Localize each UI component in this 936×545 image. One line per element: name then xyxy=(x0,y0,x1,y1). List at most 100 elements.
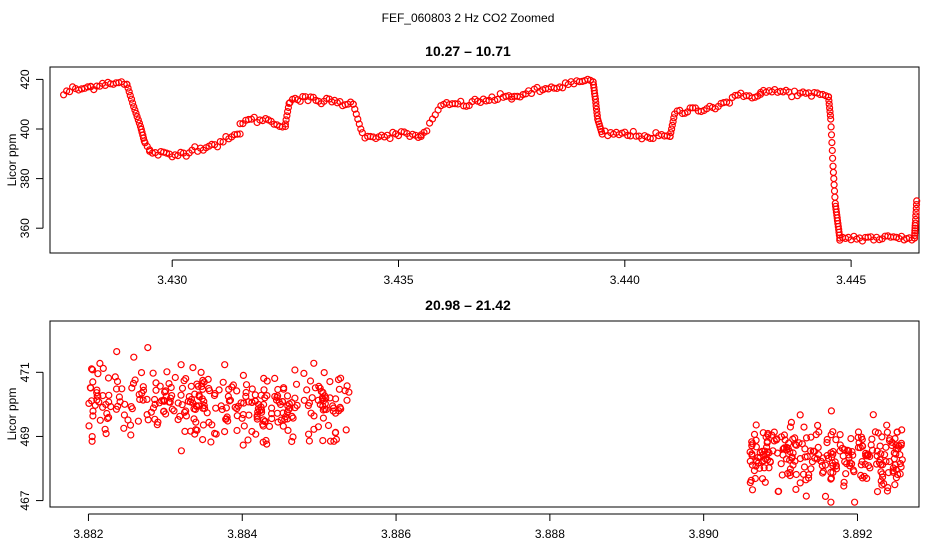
data-point xyxy=(804,474,813,482)
data-point xyxy=(810,447,819,456)
data-point xyxy=(763,439,771,447)
data-point xyxy=(823,439,831,447)
data-point xyxy=(311,384,319,392)
data-point xyxy=(319,437,327,445)
data-point xyxy=(828,154,837,162)
data-point xyxy=(208,140,216,148)
data-point xyxy=(319,414,327,422)
data-point xyxy=(725,99,734,107)
data-point xyxy=(154,418,162,426)
data-point xyxy=(898,456,906,464)
data-point xyxy=(760,464,768,472)
data-point xyxy=(261,394,269,402)
data-point xyxy=(181,408,189,416)
data-point xyxy=(332,395,340,403)
data-point xyxy=(869,411,877,419)
data-point xyxy=(864,233,872,241)
data-point xyxy=(310,359,318,367)
data-point xyxy=(281,120,289,128)
data-point xyxy=(207,438,215,446)
data-point xyxy=(825,104,834,112)
data-point xyxy=(111,373,119,381)
data-point xyxy=(271,374,279,382)
data-point xyxy=(880,451,889,459)
data-point xyxy=(258,408,266,416)
data-point xyxy=(912,212,920,220)
data-point xyxy=(279,422,287,430)
data-point xyxy=(894,442,903,450)
data-point xyxy=(242,388,250,397)
data-point xyxy=(423,127,431,135)
data-point xyxy=(127,95,136,103)
data-point xyxy=(284,103,292,112)
data-point xyxy=(259,438,267,446)
data-point xyxy=(910,232,919,240)
data-point xyxy=(93,82,101,90)
data-point xyxy=(753,457,761,465)
data-point xyxy=(135,119,143,127)
data-point xyxy=(259,416,267,424)
data-point xyxy=(828,139,836,147)
data-point xyxy=(89,407,97,415)
data-point xyxy=(129,379,138,387)
data-point xyxy=(168,392,176,400)
data-point xyxy=(182,412,190,420)
data-point xyxy=(144,344,152,352)
data-point xyxy=(303,386,311,394)
data-point xyxy=(215,386,223,394)
data-point xyxy=(842,470,850,478)
data-point xyxy=(78,85,86,93)
x-tick-label: 3.886 xyxy=(381,527,411,540)
data-point xyxy=(836,431,844,439)
data-point xyxy=(265,422,274,430)
data-point xyxy=(88,366,97,374)
data-point xyxy=(871,428,880,436)
data-point xyxy=(177,447,185,455)
data-point xyxy=(332,428,340,436)
data-point xyxy=(882,443,890,451)
data-point xyxy=(168,405,176,413)
data-point xyxy=(787,418,796,426)
data-point xyxy=(272,396,281,404)
data-point xyxy=(189,364,197,372)
data-point xyxy=(141,139,149,147)
data-point xyxy=(774,487,782,496)
data-point xyxy=(827,115,835,123)
data-point xyxy=(913,197,921,205)
data-point xyxy=(649,134,657,143)
data-point xyxy=(892,474,901,482)
data-point xyxy=(332,435,340,443)
data-point xyxy=(892,450,900,458)
data-point xyxy=(896,460,904,468)
data-point xyxy=(556,83,564,91)
data-point xyxy=(868,446,877,454)
data-point xyxy=(854,428,863,436)
data-point xyxy=(792,470,800,479)
x-tick-label: 3.892 xyxy=(842,527,872,540)
data-point xyxy=(765,449,773,457)
data-point xyxy=(789,461,797,469)
data-point xyxy=(861,460,869,468)
data-point xyxy=(143,411,151,419)
data-point xyxy=(242,381,251,389)
data-point xyxy=(343,396,351,404)
data-point xyxy=(263,392,271,400)
data-point xyxy=(143,395,151,403)
data-point xyxy=(824,93,833,101)
data-point xyxy=(868,435,876,443)
data-point xyxy=(170,407,178,415)
data-point xyxy=(151,400,159,408)
data-point xyxy=(830,187,839,195)
data-point xyxy=(221,361,229,369)
data-point xyxy=(177,391,185,399)
data-point xyxy=(847,460,856,468)
data-point xyxy=(316,384,324,392)
data-point xyxy=(127,431,135,439)
data-point xyxy=(181,427,189,435)
data-point xyxy=(873,447,881,455)
data-point xyxy=(846,462,854,470)
panel-1-points xyxy=(59,75,921,245)
data-point xyxy=(283,392,292,400)
data-point xyxy=(88,433,96,441)
data-point xyxy=(858,442,866,450)
